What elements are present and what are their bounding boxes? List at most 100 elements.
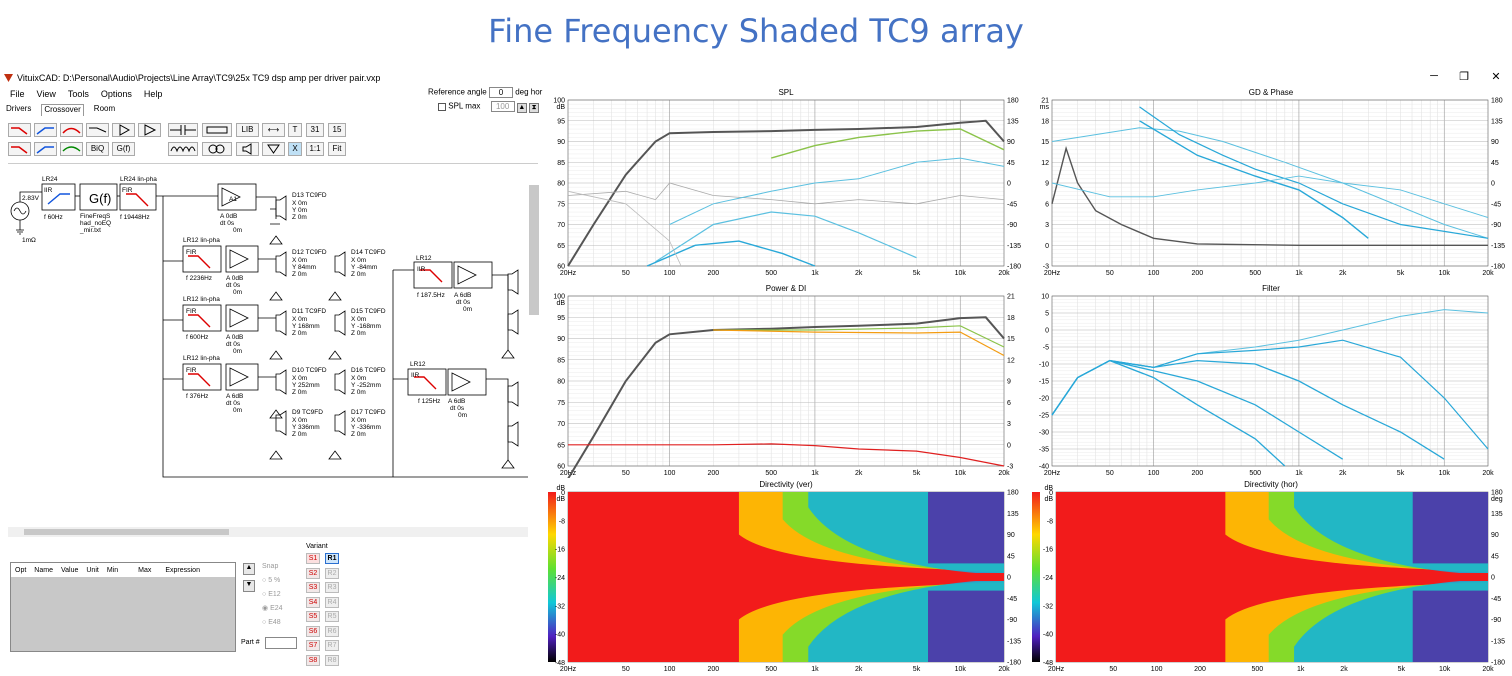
spl-fit-icon[interactable]: ⧗	[529, 102, 540, 113]
snap-e12-radio[interactable]: ○ E12	[262, 591, 281, 598]
variant-r1-button[interactable]: R1	[325, 553, 339, 564]
biquad-button[interactable]: BiQ	[86, 142, 109, 156]
svg-power-ylabel: 80	[557, 379, 565, 386]
variant-s2-button[interactable]: S2	[306, 567, 320, 579]
gf-button[interactable]: G(f)	[112, 142, 135, 156]
snap-e48-radio[interactable]: ○ E48	[262, 619, 281, 626]
spl-plot[interactable]: SPL 100 95 90 85 80 75 70 65 60 dB 180 135 90 45 0 -45 -…	[546, 88, 1026, 278]
svg-dirh-yrlabel: -135	[1491, 638, 1505, 645]
spl-max-input[interactable]: 100	[490, 101, 515, 112]
move-down-icon[interactable]: ▼	[243, 580, 255, 592]
move-up-icon[interactable]: ▲	[243, 563, 255, 575]
driver-d15-name: D15 TC9FD	[351, 308, 386, 315]
menu-help[interactable]: Help	[143, 89, 163, 99]
menu-options[interactable]: Options	[100, 89, 132, 99]
svg-text:Z 0m: Z 0m	[351, 431, 366, 438]
svg-text:dt 0s: dt 0s	[220, 220, 235, 227]
variant-s4-button[interactable]: S4	[306, 596, 320, 608]
highpass-blue-icon[interactable]	[34, 123, 57, 137]
variant-r3-button[interactable]: R3	[325, 582, 339, 593]
spl-max-checkbox[interactable]	[438, 102, 446, 111]
schematic-vertical-scrollbar[interactable]	[529, 185, 539, 315]
power-di-plot[interactable]: Power & DI 100 95 90 85 80 75 70 65 60 dB 21 18 15 12…	[546, 284, 1026, 478]
variant-r5-button[interactable]: R5	[325, 611, 339, 622]
col-opt: Opt	[15, 566, 27, 574]
svg-dirv-main-lobe	[568, 573, 1004, 581]
tab-room[interactable]: Room	[93, 104, 116, 113]
buffer-icon[interactable]	[112, 123, 135, 137]
svg-text:A 6dB: A 6dB	[226, 393, 243, 400]
variant-s7-button[interactable]: S7	[306, 640, 320, 651]
tab-crossover[interactable]: Crossover	[41, 104, 84, 116]
hscroll-thumb[interactable]	[24, 529, 229, 535]
svg-filter-xlabel: 50	[1106, 470, 1114, 477]
gd-phase-plot[interactable]: GD & Phase 21 18 15 12 9 6 3 0 -3 ms 180 135 90 45 0 -4…	[1030, 88, 1512, 278]
schematic-canvas[interactable]: 2.83V 1mΩ LR24 IIR f 60Hz G(f) FineFreqS…	[8, 163, 538, 525]
menu-file[interactable]: File	[10, 89, 25, 99]
x-button[interactable]: X	[288, 142, 302, 156]
variant-r8-button[interactable]: R8	[325, 654, 339, 666]
fit-button[interactable]: Fit	[328, 142, 346, 156]
capacitor-icon[interactable]	[168, 123, 198, 137]
variant-r7-button[interactable]: R7	[325, 640, 339, 651]
directivity-hor-plot[interactable]: Directivity (hor) dB 180 135 90 45 0 -45 -90 -13…	[1030, 480, 1512, 674]
spl-up-icon[interactable]: ▲	[516, 102, 527, 113]
highpass-blue2-icon[interactable]	[34, 142, 57, 156]
shelf-icon[interactable]	[86, 123, 109, 137]
svg-gd-xlabel: 50	[1106, 270, 1114, 277]
resistor-icon[interactable]	[202, 123, 232, 137]
lowpass-red-icon[interactable]	[8, 123, 31, 137]
menu-tools[interactable]: Tools	[67, 89, 89, 99]
snap-5pct-radio[interactable]: ○ 5 %	[262, 577, 281, 584]
svg-dirv-scale-label: -16	[555, 547, 565, 554]
optimizer-table[interactable]: Opt Name Value Unit Min Max Expression	[10, 562, 236, 652]
svg-text:X 0m: X 0m	[292, 257, 307, 264]
snap-e24-radio[interactable]: ◉ E24	[262, 605, 283, 612]
grid-31-button[interactable]: 31	[306, 123, 324, 137]
schematic-horizontal-scrollbar[interactable]	[8, 527, 528, 537]
inductor-icon[interactable]	[168, 142, 198, 156]
minimize-button[interactable]: ─	[1430, 70, 1438, 82]
reference-angle-unit: deg hor	[515, 87, 543, 97]
svg-dirv-xlabel: 100	[664, 666, 676, 673]
t-button[interactable]: T	[288, 123, 302, 137]
lowpass-red2-icon[interactable]	[8, 142, 31, 156]
variant-r4-button[interactable]: R4	[325, 596, 339, 608]
reference-angle-input[interactable]: 0	[488, 87, 513, 98]
filter-plot[interactable]: Filter 10 5 0 -5 -10 -15 -20 -25 -30 -35 -40 20Hz 50…	[1030, 284, 1512, 478]
opamp-icon[interactable]	[138, 123, 161, 137]
svg-power-xlabel: 20k	[998, 470, 1010, 477]
filter-5	[1051, 359, 1286, 467]
svg-dirh-xlabel: 500	[1251, 666, 1263, 673]
svg-dirv-xlabel: 10k	[955, 666, 967, 673]
variant-s5-button[interactable]: S5	[306, 611, 320, 622]
grid-15-button[interactable]: 15	[328, 123, 346, 137]
library-button[interactable]: LIB	[236, 123, 259, 137]
variant-r6-button[interactable]: R6	[325, 625, 339, 637]
spl-title: SPL	[778, 88, 794, 97]
ratio-button[interactable]: 1:1	[306, 142, 324, 156]
part-input[interactable]	[265, 637, 297, 649]
variant-r2-button[interactable]: R2	[325, 567, 339, 579]
variant-s6-button[interactable]: S6	[306, 625, 320, 637]
transformer-icon[interactable]	[202, 142, 232, 156]
variant-s8-button[interactable]: S8	[306, 654, 320, 666]
wire-icon[interactable]: ⟷	[262, 123, 285, 137]
speaker-icon[interactable]	[236, 142, 259, 156]
restore-button[interactable]: ❐	[1459, 71, 1469, 83]
ground-icon[interactable]	[262, 142, 285, 156]
variant-s3-button[interactable]: S3	[306, 582, 320, 593]
close-button[interactable]: ✕	[1491, 71, 1501, 83]
svg-power-xlabel: 20Hz	[560, 470, 577, 477]
allpass-green-icon[interactable]	[60, 142, 83, 156]
svg-text:Y 84mm: Y 84mm	[292, 264, 316, 271]
variant-s1-button[interactable]: S1	[306, 553, 320, 564]
tab-drivers[interactable]: Drivers	[6, 104, 32, 113]
svg-dirv-xlabel: 200	[707, 666, 719, 673]
directivity-ver-plot[interactable]: Directivity (ver) dB 180 135 90 45 0 -45 -90 -13…	[546, 480, 1026, 674]
svg-text:X 0m: X 0m	[351, 375, 366, 382]
gf-label: G(f)	[89, 191, 111, 206]
tab-strip: Drivers Crossover Room	[4, 104, 117, 116]
bandpass-red-icon[interactable]	[60, 123, 83, 137]
menu-view[interactable]: View	[36, 89, 56, 99]
